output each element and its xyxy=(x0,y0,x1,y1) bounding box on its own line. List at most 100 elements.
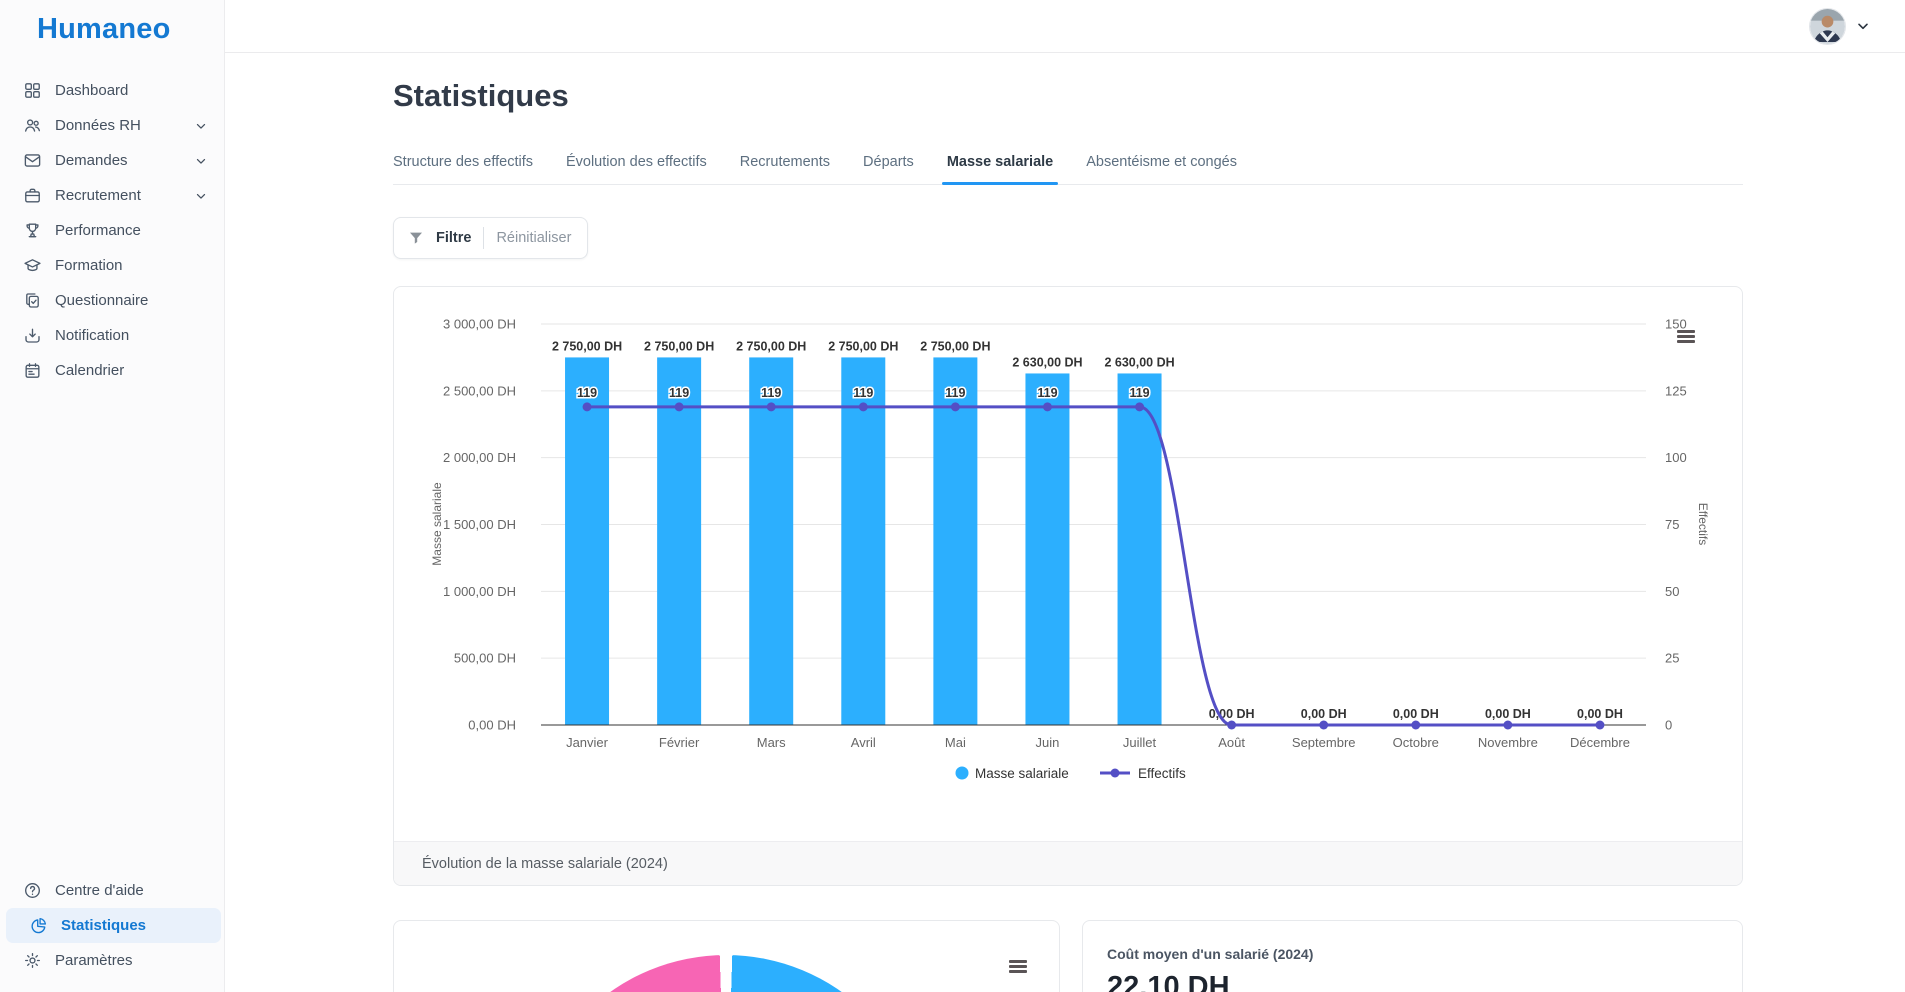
trophy-icon xyxy=(23,221,42,240)
divider xyxy=(483,227,484,249)
svg-text:0,00 DH: 0,00 DH xyxy=(1577,707,1623,721)
avatar-image xyxy=(1810,9,1845,44)
chart-caption: Évolution de la masse salariale (2024) xyxy=(394,841,1742,885)
cost-card-value: 22,10 DH xyxy=(1107,971,1742,992)
svg-text:500,00 DH: 500,00 DH xyxy=(454,651,516,666)
sidebar-item-parametres[interactable]: Paramètres xyxy=(0,943,224,978)
chart-menu-icon[interactable] xyxy=(1009,960,1027,976)
sidebar-item-notification[interactable]: Notification xyxy=(0,318,224,353)
svg-text:119: 119 xyxy=(669,386,689,400)
sidebar-item-label: Performance xyxy=(55,222,141,239)
svg-text:Masse salariale: Masse salariale xyxy=(975,766,1069,781)
filter-bar: Filtre Réinitialiser xyxy=(393,217,1743,259)
sidebar-item-recrutement[interactable]: Recrutement xyxy=(0,178,224,213)
svg-text:Juillet: Juillet xyxy=(1123,735,1157,750)
sidebar-item-calendrier[interactable]: Calendrier xyxy=(0,353,224,388)
svg-text:100: 100 xyxy=(1665,450,1687,465)
svg-text:119: 119 xyxy=(577,386,597,400)
page-title: Statistiques xyxy=(393,78,1743,114)
svg-text:0: 0 xyxy=(1665,718,1672,733)
svg-text:1 500,00 DH: 1 500,00 DH xyxy=(443,517,516,532)
svg-text:119: 119 xyxy=(1037,386,1057,400)
people-icon xyxy=(23,116,42,135)
svg-text:2 000,00 DH: 2 000,00 DH xyxy=(443,450,516,465)
svg-text:119: 119 xyxy=(761,386,781,400)
svg-text:Décembre: Décembre xyxy=(1570,735,1630,750)
user-avatar[interactable] xyxy=(1809,8,1846,45)
svg-text:Février: Février xyxy=(659,735,700,750)
svg-text:0,00 DH: 0,00 DH xyxy=(1485,707,1531,721)
sidebar-item-centre-d-aide[interactable]: Centre d'aide xyxy=(0,873,224,908)
sidebar-item-demandes[interactable]: Demandes xyxy=(0,143,224,178)
svg-text:2 750,00 DH: 2 750,00 DH xyxy=(828,339,898,353)
combo-chart: 0,00 DH500,00 DH1 000,00 DH1 500,00 DH2 … xyxy=(394,287,1742,843)
svg-text:Avril: Avril xyxy=(851,735,876,750)
svg-text:2 630,00 DH: 2 630,00 DH xyxy=(1012,355,1082,369)
svg-text:0,00 DH: 0,00 DH xyxy=(468,718,516,733)
average-cost-card: Coût moyen d'un salarié (2024) 22,10 DH xyxy=(1082,920,1743,992)
sidebar-nav: Dashboard Données RH Demandes Recrutement Pe… xyxy=(0,73,224,388)
svg-text:125: 125 xyxy=(1665,383,1687,398)
app-logo: Humaneo xyxy=(0,0,224,73)
sidebar-item-dashboard[interactable]: Dashboard xyxy=(0,73,224,108)
svg-text:Masse salariale: Masse salariale xyxy=(430,482,444,566)
mail-icon xyxy=(23,151,42,170)
svg-text:Effectifs: Effectifs xyxy=(1696,503,1710,545)
tab-evolution-des-effectifs[interactable]: Évolution des effectifs xyxy=(566,154,707,184)
svg-text:Septembre: Septembre xyxy=(1292,735,1356,750)
inbox-icon xyxy=(23,326,42,345)
chevron-down-icon xyxy=(194,189,208,203)
chevron-down-icon xyxy=(194,119,208,133)
svg-text:Octobre: Octobre xyxy=(1393,735,1439,750)
tab-structure-des-effectifs[interactable]: Structure des effectifs xyxy=(393,154,533,184)
gear-icon xyxy=(23,951,42,970)
dashboard-icon xyxy=(23,81,42,100)
sidebar-item-label: Calendrier xyxy=(55,362,124,379)
chart-menu-icon[interactable] xyxy=(1677,330,1695,346)
tab-departs[interactable]: Départs xyxy=(863,154,914,184)
briefcase-icon xyxy=(23,186,42,205)
cost-card-title: Coût moyen d'un salarié (2024) xyxy=(1107,946,1742,962)
sidebar-item-label: Demandes xyxy=(55,152,128,169)
svg-text:25: 25 xyxy=(1665,651,1679,666)
filter-button[interactable]: Filtre Réinitialiser xyxy=(393,217,588,259)
sidebar-item-questionnaire[interactable]: Questionnaire xyxy=(0,283,224,318)
sidebar: Humaneo Dashboard Données RH Demandes Recru… xyxy=(0,0,225,992)
tab-bar: Structure des effectifs Évolution des eff… xyxy=(393,154,1743,185)
svg-text:50: 50 xyxy=(1665,584,1679,599)
pie-chart-card xyxy=(393,920,1060,992)
sidebar-item-label: Questionnaire xyxy=(55,292,148,309)
sidebar-item-label: Statistiques xyxy=(61,917,146,934)
graduation-icon xyxy=(23,256,42,275)
sidebar-item-formation[interactable]: Formation xyxy=(0,248,224,283)
sidebar-item-label: Notification xyxy=(55,327,129,344)
sidebar-item-label: Formation xyxy=(55,257,123,274)
sidebar-item-label: Données RH xyxy=(55,117,141,134)
svg-text:2 750,00 DH: 2 750,00 DH xyxy=(736,339,806,353)
svg-text:119: 119 xyxy=(945,386,965,400)
svg-text:Effectifs: Effectifs xyxy=(1138,766,1186,781)
pie-icon xyxy=(29,916,48,935)
svg-text:2 750,00 DH: 2 750,00 DH xyxy=(644,339,714,353)
svg-text:2 500,00 DH: 2 500,00 DH xyxy=(443,383,516,398)
svg-text:Novembre: Novembre xyxy=(1478,735,1538,750)
svg-text:119: 119 xyxy=(853,386,873,400)
svg-text:Mars: Mars xyxy=(757,735,786,750)
funnel-icon xyxy=(408,230,424,246)
tab-recrutements[interactable]: Recrutements xyxy=(740,154,830,184)
reset-button[interactable]: Réinitialiser xyxy=(496,230,571,246)
sidebar-item-performance[interactable]: Performance xyxy=(0,213,224,248)
sidebar-item-statistiques[interactable]: Statistiques xyxy=(6,908,221,943)
chart-legend: Masse salariale Effectifs xyxy=(956,766,1187,781)
svg-text:0,00 DH: 0,00 DH xyxy=(1393,707,1439,721)
svg-text:Mai: Mai xyxy=(945,735,966,750)
help-icon xyxy=(23,881,42,900)
chevron-down-icon[interactable] xyxy=(1855,18,1871,34)
tab-masse-salariale[interactable]: Masse salariale xyxy=(947,154,1053,184)
svg-text:3 000,00 DH: 3 000,00 DH xyxy=(443,317,516,332)
svg-text:0,00 DH: 0,00 DH xyxy=(1301,707,1347,721)
sidebar-item-donnees-rh[interactable]: Données RH xyxy=(0,108,224,143)
bottom-cards-row: Coût moyen d'un salarié (2024) 22,10 DH xyxy=(393,920,1743,992)
filter-label: Filtre xyxy=(436,230,471,246)
tab-absenteisme-et-conges[interactable]: Absentéisme et congés xyxy=(1086,154,1237,184)
